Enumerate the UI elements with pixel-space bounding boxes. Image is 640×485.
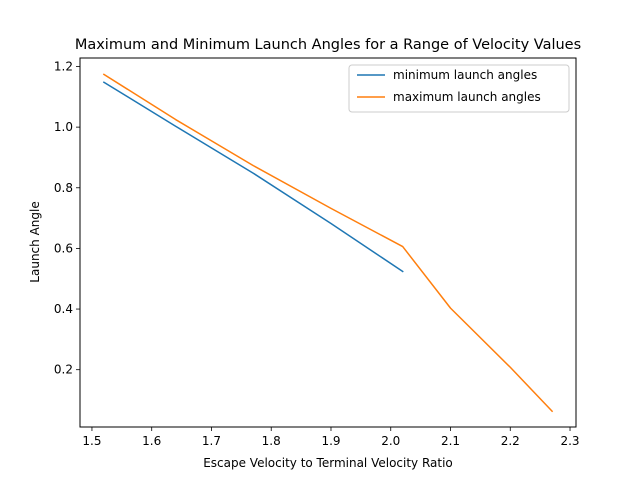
y-tick-label: 0.6 [54, 241, 73, 255]
series-line-maximum [102, 73, 554, 413]
x-tick-label: 2.3 [560, 434, 579, 448]
y-tick-label: 0.2 [54, 363, 73, 377]
series-layer [102, 73, 554, 413]
x-tick-label: 2.2 [501, 434, 520, 448]
legend-box [348, 64, 570, 113]
y-tick-label: 1.0 [54, 120, 73, 134]
x-tick-label: 1.8 [262, 434, 281, 448]
x-tick-label: 2.0 [381, 434, 400, 448]
x-tick-label: 1.7 [202, 434, 221, 448]
y-tick-label: 1.2 [54, 59, 73, 73]
x-tick-label: 2.1 [441, 434, 460, 448]
legend: minimum launch angles maximum launch angl… [348, 64, 570, 113]
x-tick-label: 1.9 [321, 434, 340, 448]
series-line-minimum [102, 81, 404, 273]
y-axis-label: Launch Angle [28, 201, 42, 282]
x-tick-label: 1.5 [82, 434, 101, 448]
x-tick-label: 1.6 [142, 434, 161, 448]
plot-frame [79, 57, 577, 428]
chart-title: Maximum and Minimum Launch Angles for a … [75, 37, 581, 53]
legend-label-minimum: minimum launch angles [393, 68, 537, 82]
y-tick-label: 0.8 [54, 181, 73, 195]
y-tick-label: 0.4 [54, 302, 73, 316]
x-axis-label: Escape Velocity to Terminal Velocity Rat… [203, 456, 453, 470]
axes-layer: 1.5 1.6 1.7 1.8 1.9 2.0 2.1 2.2 2.3 0.2 0.4 0.6 0.8 1… [54, 57, 580, 448]
legend-label-maximum: maximum launch angles [393, 90, 541, 104]
